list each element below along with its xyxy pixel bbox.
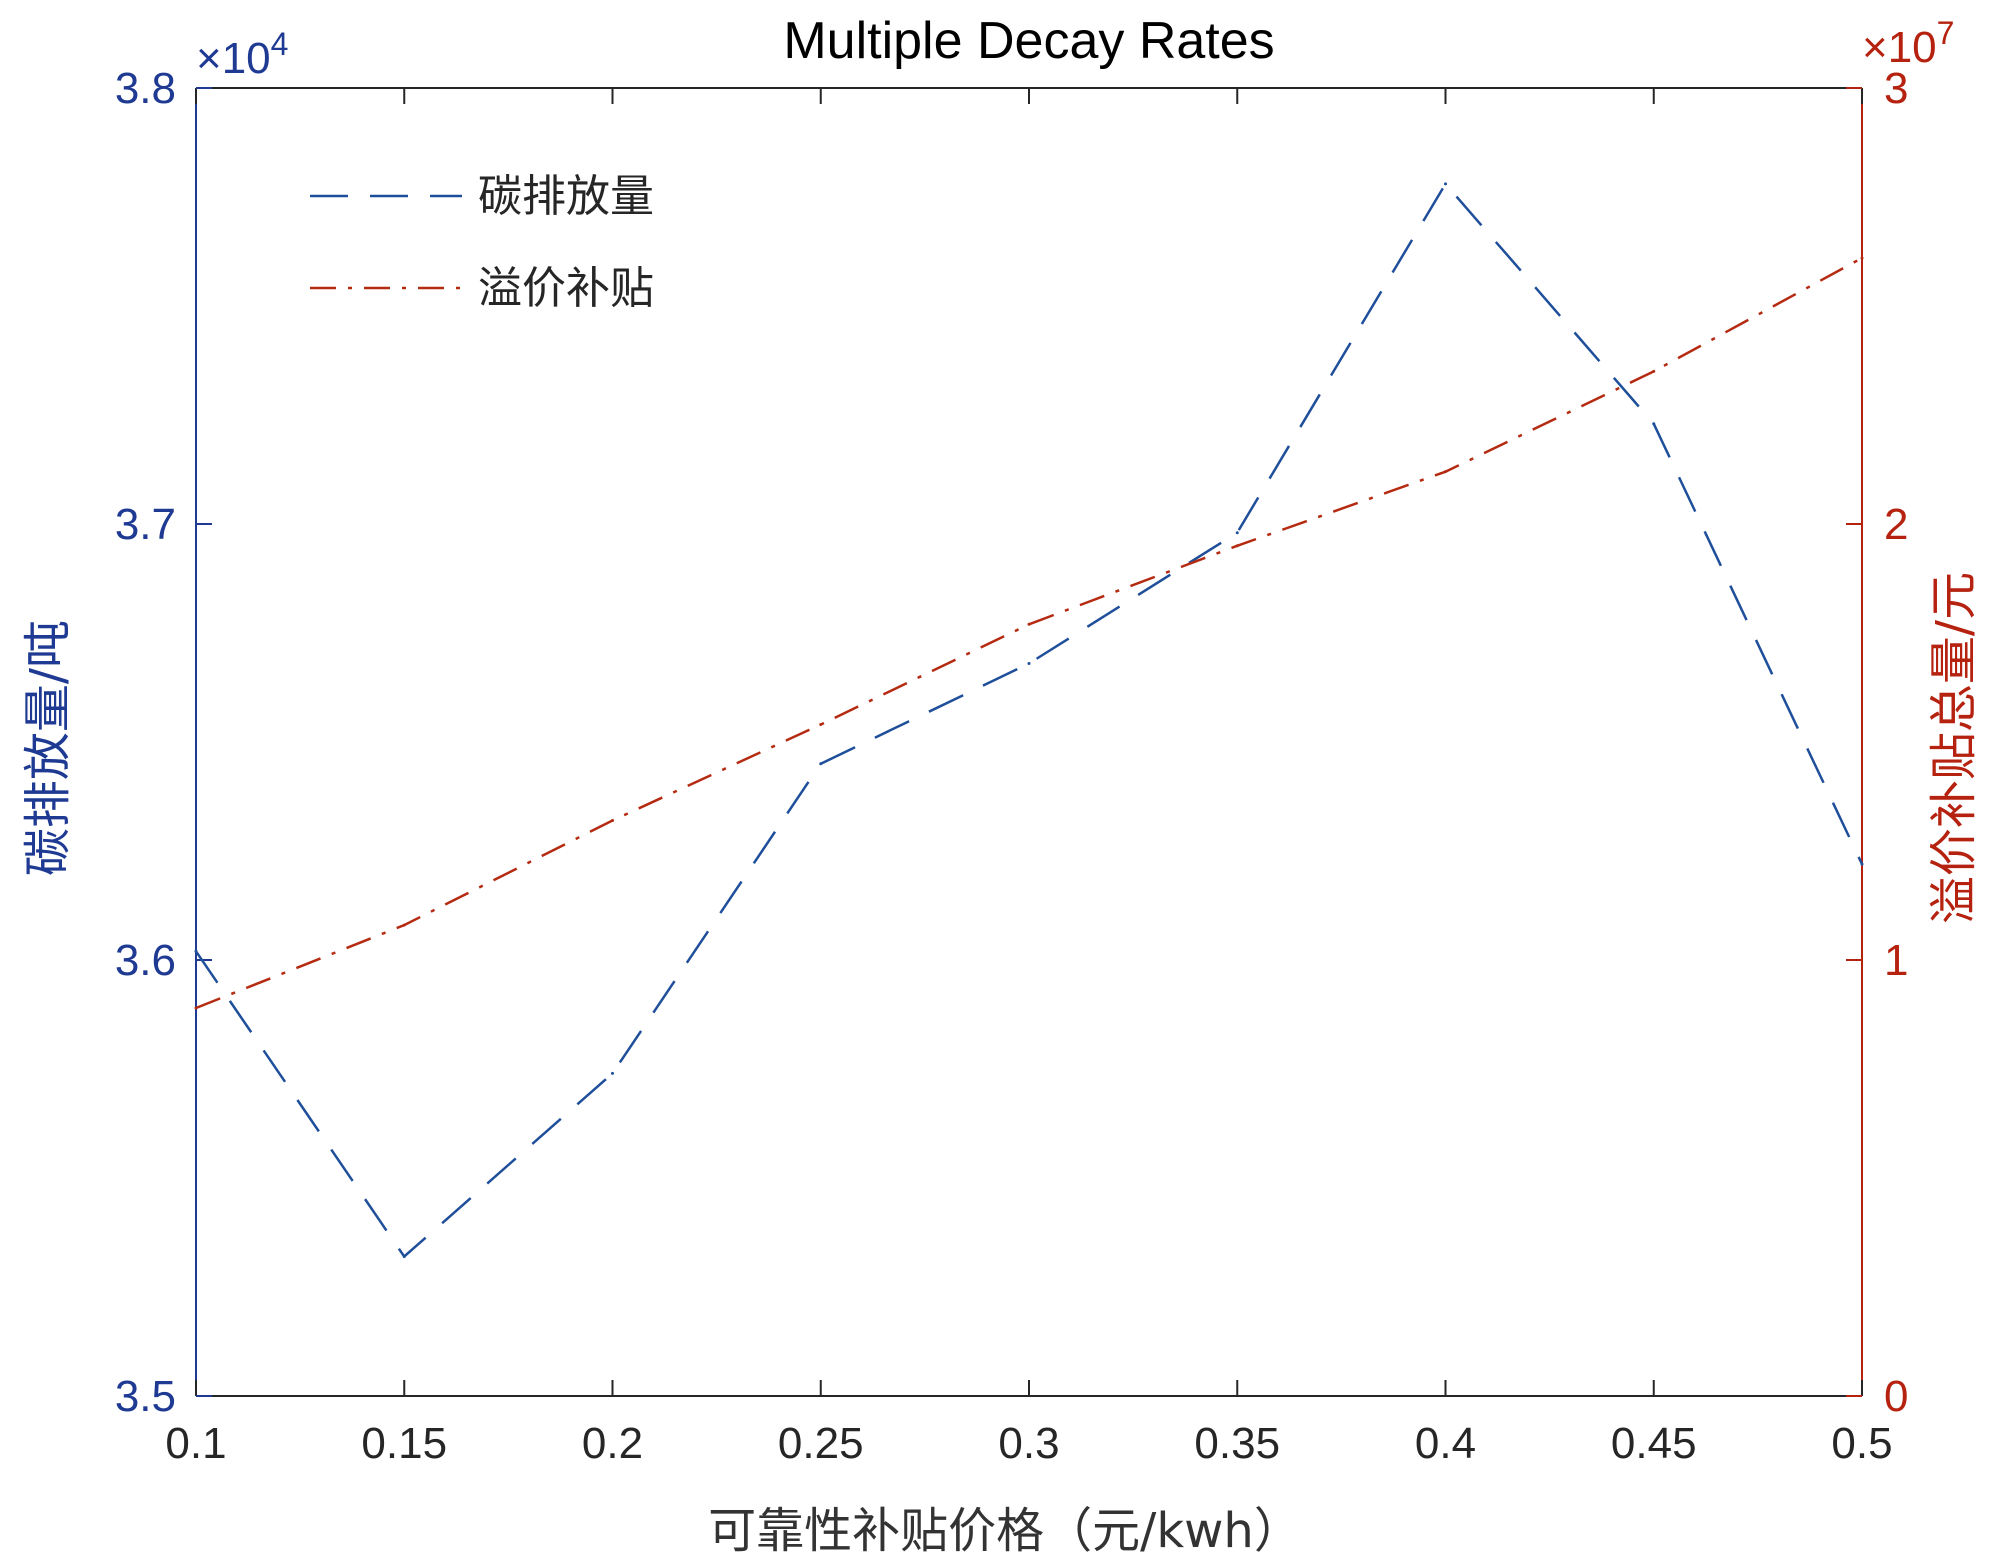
- x-tick-label: 0.45: [1611, 1419, 1697, 1468]
- y-left-exponent-power: 4: [271, 26, 289, 62]
- series-point: [1860, 862, 1864, 866]
- legend-entry-carbon-label: 碳排放量: [478, 171, 654, 222]
- y-right-axis-ticks: 0 1 2 3: [1846, 64, 1908, 1421]
- series-layer: [194, 181, 1864, 1259]
- y-left-tick-label: 3.8: [115, 64, 176, 113]
- y-left-axis-ticks: 3.5 3.6 3.7 3.8: [115, 64, 212, 1421]
- y-right-tick-label: 0: [1884, 1372, 1908, 1421]
- x-tick-label: 0.5: [1831, 1419, 1892, 1468]
- x-tick-label: 0.4: [1415, 1419, 1476, 1468]
- series-point: [1444, 182, 1447, 186]
- x-tick-label: 0.15: [361, 1419, 447, 1468]
- series-line-premium-subsidy: [195, 256, 1863, 1010]
- series-point: [819, 762, 823, 766]
- y-right-exponent-power: 7: [1937, 15, 1955, 51]
- series-line-carbon-emission: [194, 181, 1864, 1259]
- chart-title: Multiple Decay Rates: [783, 12, 1274, 70]
- series-point: [1652, 369, 1656, 373]
- y-left-tick-label: 3.7: [115, 500, 176, 549]
- y-right-exponent: ×107: [1862, 15, 1954, 72]
- y-left-exponent-base: ×10: [196, 34, 271, 83]
- legend-entry-subsidy-label: 溢价补贴: [478, 263, 654, 314]
- y-left-tick-label: 3.5: [115, 1372, 176, 1421]
- x-axis-label: 可靠性补贴价格（元/kwh）: [708, 1503, 1302, 1559]
- y-right-tick-label: 2: [1884, 500, 1908, 549]
- y-left-tick-label: 3.6: [115, 936, 176, 985]
- x-tick-label: 0.25: [778, 1419, 864, 1468]
- y-right-tick-label: 1: [1884, 936, 1908, 985]
- series-point: [1235, 544, 1239, 548]
- y-right-exponent-base: ×10: [1862, 23, 1937, 72]
- y-left-exponent: ×104: [196, 26, 288, 83]
- y-left-axis-label: 碳排放量/吨: [20, 620, 76, 876]
- series-point: [1235, 531, 1239, 535]
- series-point: [402, 1254, 406, 1258]
- x-tick-label: 0.3: [998, 1419, 1059, 1468]
- series-point: [819, 723, 823, 727]
- y-right-axis-label: 溢价补贴总量/元: [1926, 572, 1982, 924]
- y-right-tick-label: 3: [1884, 64, 1908, 113]
- series-point: [611, 818, 614, 822]
- series-point: [1027, 622, 1031, 626]
- series-point: [194, 1006, 198, 1010]
- series-point: [402, 923, 406, 927]
- x-axis-ticks: 0.1 0.15 0.2 0.25 0.3 0.35 0.4 0.45 0.5: [165, 88, 1893, 1468]
- series-point: [1027, 662, 1031, 666]
- x-tick-label: 0.35: [1194, 1419, 1280, 1468]
- x-tick-label: 0.1: [165, 1419, 226, 1468]
- series-point: [194, 949, 198, 953]
- series-point: [1860, 256, 1864, 260]
- series-point: [1444, 470, 1447, 474]
- series-point: [1652, 422, 1656, 426]
- series-point: [611, 1071, 614, 1075]
- x-tick-label: 0.2: [582, 1419, 643, 1468]
